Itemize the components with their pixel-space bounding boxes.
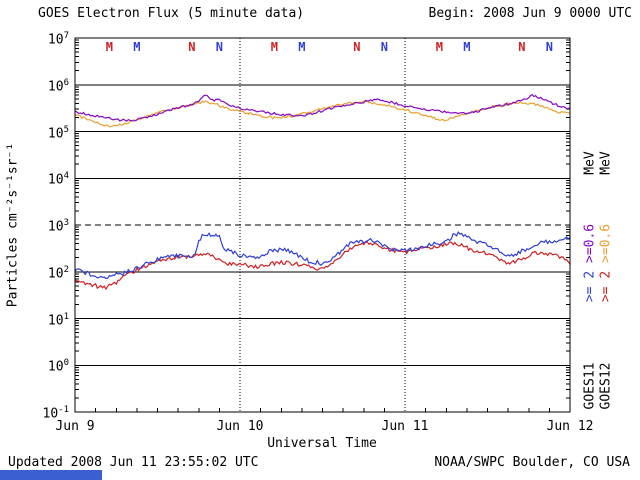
legend-energies-goes12: >= 2 >=0.6 — [599, 224, 614, 302]
y-tick-label: 106 — [47, 77, 69, 95]
legend-energies-goes11: >= 2 >=0.6 — [583, 224, 598, 302]
y-tick-label: 103 — [47, 218, 69, 235]
legend-unit-goes12: MeV — [598, 151, 614, 175]
x-tick-jun10: Jun 10 — [216, 419, 264, 434]
x-tick-jun12: Jun 12 — [546, 419, 594, 434]
marker-m-goes12: M — [271, 40, 278, 54]
legend-e2-goes12: >= 2 — [598, 270, 614, 303]
x-tick-jun11: Jun 11 — [381, 419, 429, 434]
marker-n-goes11: N — [381, 40, 388, 54]
trace-goes11-e06 — [74, 93, 571, 122]
y-tick-label: 107 — [47, 31, 69, 48]
y-tick-label: 101 — [47, 311, 69, 328]
marker-m-goes11: M — [133, 40, 140, 54]
marker-n-goes12: N — [188, 40, 195, 54]
plot-border — [74, 37, 571, 413]
marker-n-goes11: N — [546, 40, 553, 54]
trace-goes11-e2 — [74, 230, 571, 280]
trace-goes12-e2 — [74, 241, 571, 291]
y-tick-label: 100 — [47, 358, 69, 375]
legend-sat-goes12: GOES12 — [598, 362, 614, 410]
marker-n-goes12: N — [353, 40, 360, 54]
y-axis-title: Particles cm⁻²s⁻¹sr⁻¹ — [5, 142, 21, 308]
marker-m-goes11: M — [298, 40, 305, 54]
marker-m-goes12: M — [106, 40, 113, 54]
begin-time-label: Begin: 2008 Jun 9 0000 UTC — [428, 6, 633, 21]
marker-n-goes12: N — [518, 40, 525, 54]
legend-e06-goes12: >=0.6 — [598, 223, 614, 263]
y-axis-tick-labels: 107 106 105 104 103 102 101 100 10-1 — [24, 0, 72, 480]
y-tick-label: 10-1 — [42, 405, 70, 422]
y-tick-label: 105 — [47, 124, 69, 141]
updated-timestamp: Updated 2008 Jun 11 23:55:02 UTC — [8, 455, 259, 470]
legend-e06-goes11: >=0.6 — [582, 223, 598, 263]
y-tick-label: 104 — [47, 171, 69, 188]
legend-sat-goes11: GOES11 — [582, 362, 598, 410]
marker-m-goes12: M — [436, 40, 443, 54]
marker-n-goes11: N — [216, 40, 223, 54]
legend-unit-goes11: MeV — [582, 151, 598, 175]
x-tick-jun9: Jun 9 — [55, 419, 95, 434]
credit-label: NOAA/SWPC Boulder, CO USA — [434, 455, 630, 470]
legend-e2-goes11: >= 2 — [582, 270, 598, 303]
marker-m-goes11: M — [463, 40, 470, 54]
y-tick-label: 102 — [47, 264, 69, 282]
trace-goes12-e06 — [74, 100, 571, 128]
chart-title: GOES Electron Flux (5 minute data) — [38, 6, 305, 21]
x-axis-title: Universal Time — [267, 436, 377, 451]
bottom-blue-strip — [0, 470, 102, 480]
